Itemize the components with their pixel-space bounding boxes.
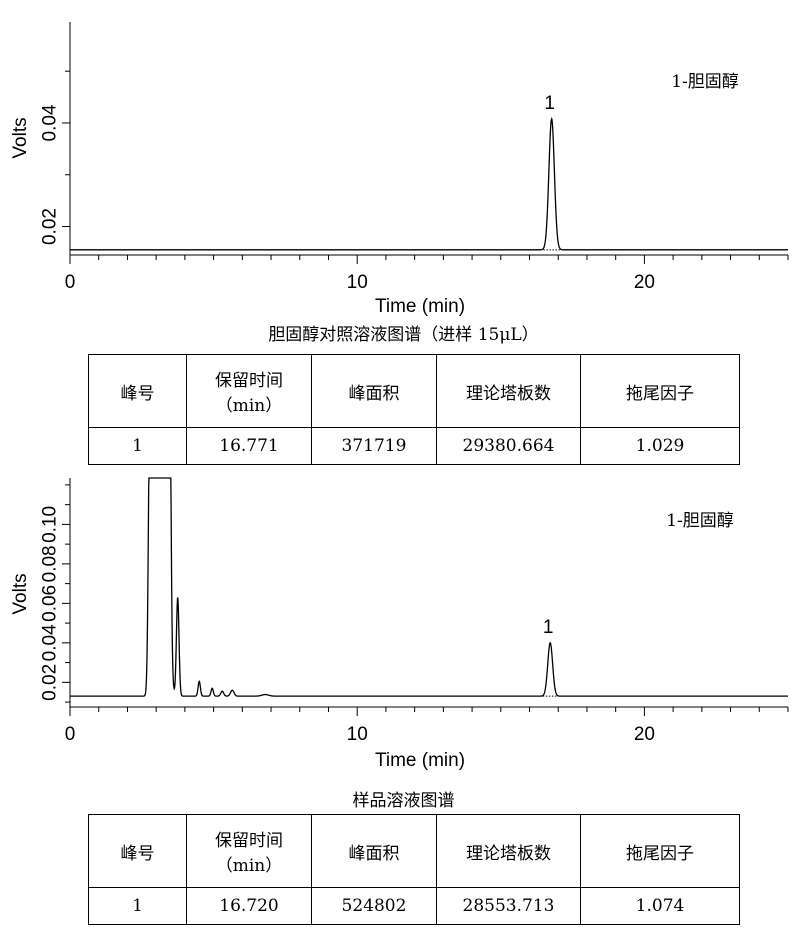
table-row: 1 16.720 524802 28553.713 1.074	[88, 887, 740, 925]
chart-caption: 胆固醇对照溶液图谱（进样 15μL）	[268, 325, 539, 345]
header-theoretical-plates: 理论塔板数	[436, 814, 581, 888]
header-peak-no: 峰号	[88, 354, 187, 428]
x-tick-label: 20	[634, 272, 655, 293]
header-theoretical-plates: 理论塔板数	[436, 354, 581, 428]
header-peak-area: 峰面积	[311, 354, 437, 428]
x-tick-label: 10	[347, 272, 368, 293]
y-axis-label: Volts	[10, 117, 31, 158]
header-retention-time: 保留时间 （min）	[186, 354, 312, 428]
header-tailing-factor: 拖尾因子	[580, 814, 740, 888]
cell-peak-no: 1	[88, 887, 187, 925]
peak-label: 1	[544, 93, 555, 114]
compound-label: 1-胆固醇	[671, 72, 739, 92]
peak-label: 1	[543, 617, 554, 638]
header-retention-label: 保留时间	[215, 831, 283, 851]
cell-retention-time: 16.771	[186, 427, 312, 465]
y-tick-label: 0.04	[40, 104, 61, 141]
x-axis-label: Time (min)	[375, 296, 465, 317]
cell-theoretical-plates: 28553.713	[436, 887, 581, 925]
header-peak-no: 峰号	[88, 814, 187, 888]
sample-chromatogram-chart: Volts Time (min) 1 1-胆固醇 0 10 200.020.040.…	[10, 477, 789, 771]
y-axis-label: Volts	[10, 573, 31, 614]
table-row: 1 16.771 371719 29380.664 1.029	[88, 427, 740, 465]
header-tailing-factor: 拖尾因子	[580, 354, 740, 428]
y-tick-label: 0.08	[40, 545, 61, 582]
cell-peak-area: 524802	[311, 887, 437, 925]
chart-caption: 样品溶液图谱	[352, 791, 455, 811]
cell-retention-time: 16.720	[186, 887, 312, 925]
header-retention-unit: （min）	[215, 856, 283, 876]
cell-theoretical-plates: 29380.664	[436, 427, 581, 465]
chromatogram-trace	[70, 117, 788, 251]
x-tick-label: 10	[347, 724, 368, 745]
x-tick-label: 20	[634, 724, 655, 745]
x-axis-label: Time (min)	[375, 750, 465, 771]
table-header-row: 峰号 保留时间 （min） 峰面积 理论塔板数 拖尾因子	[88, 814, 740, 888]
y-tick-label: 0.10	[40, 506, 61, 543]
y-tick-label: 0.02	[40, 664, 61, 701]
y-tick-label: 0.02	[40, 208, 61, 245]
reference-chromatogram-chart: Volts Time (min) 1 1-胆固醇 0 10 20 0.02 0.04	[10, 22, 789, 317]
cell-tailing-factor: 1.074	[580, 887, 740, 925]
header-peak-area: 峰面积	[311, 814, 437, 888]
header-retention-label: 保留时间	[215, 371, 283, 391]
compound-label: 1-胆固醇	[666, 511, 734, 531]
cell-tailing-factor: 1.029	[580, 427, 740, 465]
y-tick-label: 0.06	[40, 585, 61, 622]
x-tick-label: 0	[65, 272, 76, 293]
results-table: 峰号 保留时间 （min） 峰面积 理论塔板数 拖尾因子 1 16.771 37…	[88, 354, 740, 465]
header-retention-time: 保留时间 （min）	[186, 814, 312, 888]
table-header-row: 峰号 保留时间 （min） 峰面积 理论塔板数 拖尾因子	[88, 354, 740, 428]
chromatogram-trace	[70, 477, 788, 697]
y-tick-label: 0.04	[40, 624, 61, 661]
x-tick-label: 0	[65, 724, 76, 745]
header-retention-unit: （min）	[215, 396, 283, 416]
cell-peak-no: 1	[88, 427, 187, 465]
results-table: 峰号 保留时间 （min） 峰面积 理论塔板数 拖尾因子 1 16.720 52…	[88, 814, 740, 925]
cell-peak-area: 371719	[311, 427, 437, 465]
